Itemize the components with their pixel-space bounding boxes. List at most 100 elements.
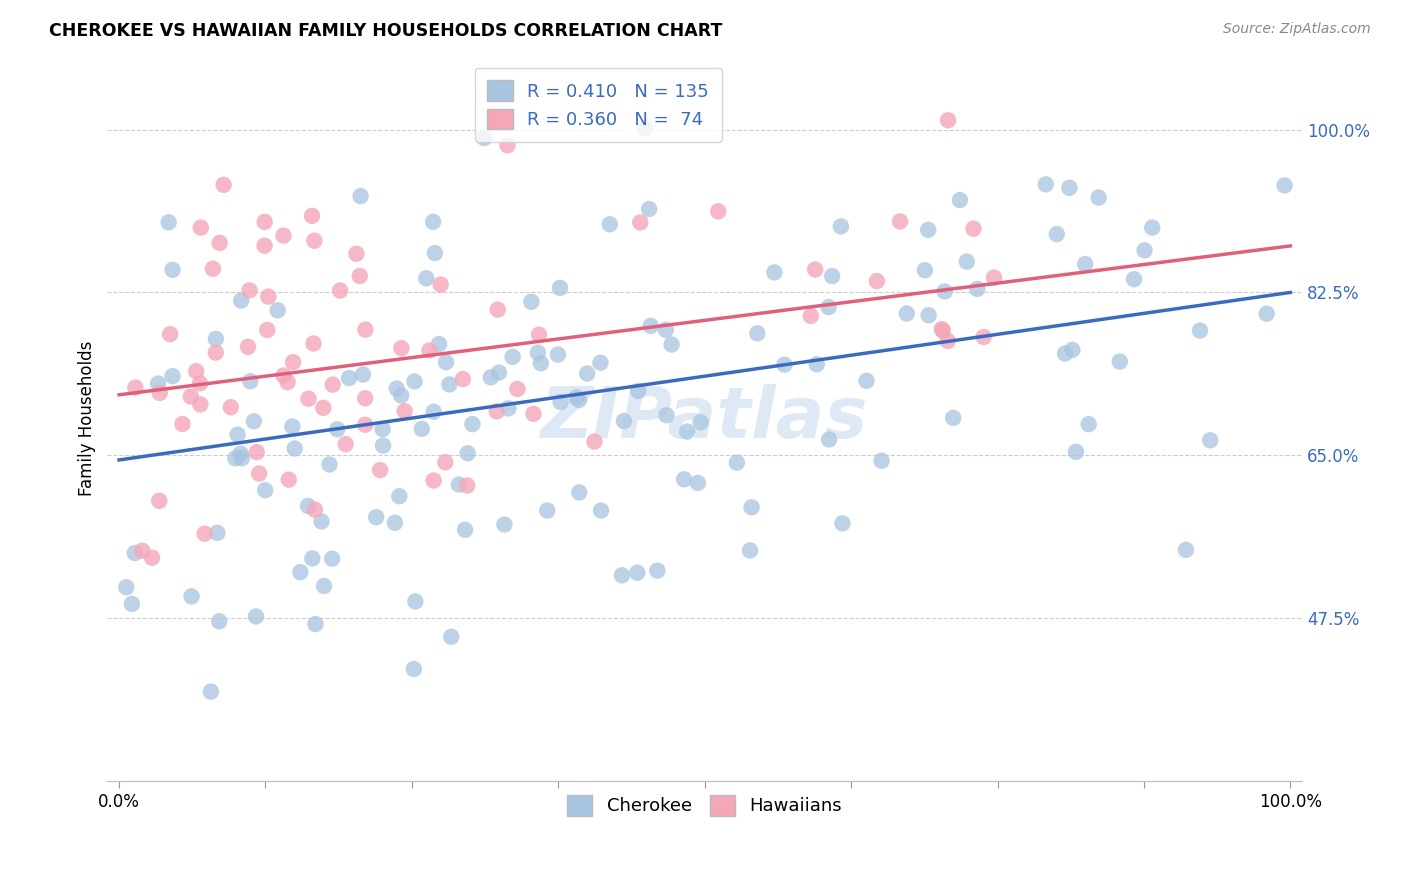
- Point: [304, 502, 326, 516]
- Point: [1074, 257, 1097, 271]
- Point: [522, 407, 544, 421]
- Point: [312, 579, 335, 593]
- Point: [304, 617, 326, 632]
- Point: [384, 516, 406, 530]
- Point: [297, 392, 319, 406]
- Point: [506, 382, 529, 396]
- Legend: Cherokee, Hawaiians: Cherokee, Hawaiians: [557, 784, 853, 826]
- Point: [205, 332, 228, 346]
- Point: [148, 493, 170, 508]
- Point: [243, 414, 266, 428]
- Point: [207, 525, 229, 540]
- Point: [354, 417, 377, 432]
- Point: [502, 350, 524, 364]
- Point: [707, 204, 730, 219]
- Point: [326, 422, 349, 436]
- Point: [385, 382, 408, 396]
- Point: [301, 551, 323, 566]
- Point: [576, 367, 599, 381]
- Point: [131, 543, 153, 558]
- Point: [456, 478, 478, 492]
- Point: [613, 414, 636, 428]
- Point: [115, 580, 138, 594]
- Point: [1059, 181, 1081, 195]
- Point: [1087, 190, 1109, 204]
- Point: [284, 442, 307, 456]
- Point: [655, 323, 678, 337]
- Point: [485, 404, 508, 418]
- Point: [422, 474, 444, 488]
- Point: [831, 516, 853, 531]
- Point: [277, 375, 299, 389]
- Point: [962, 221, 984, 235]
- Point: [162, 369, 184, 384]
- Point: [159, 327, 181, 342]
- Point: [201, 261, 224, 276]
- Point: [454, 523, 477, 537]
- Point: [200, 684, 222, 698]
- Point: [1064, 444, 1087, 458]
- Point: [389, 388, 412, 402]
- Point: [224, 451, 246, 466]
- Text: ZIPatlas: ZIPatlas: [541, 384, 869, 452]
- Point: [281, 419, 304, 434]
- Point: [451, 372, 474, 386]
- Point: [257, 290, 280, 304]
- Point: [936, 113, 959, 128]
- Point: [219, 401, 242, 415]
- Point: [520, 294, 543, 309]
- Point: [547, 347, 569, 361]
- Point: [689, 415, 711, 429]
- Point: [589, 356, 612, 370]
- Point: [583, 434, 606, 449]
- Point: [1046, 227, 1069, 241]
- Point: [447, 477, 470, 491]
- Point: [427, 337, 450, 351]
- Point: [422, 405, 444, 419]
- Point: [1199, 434, 1222, 448]
- Point: [1274, 178, 1296, 193]
- Point: [352, 368, 374, 382]
- Point: [686, 475, 709, 490]
- Point: [194, 526, 217, 541]
- Point: [949, 193, 972, 207]
- Point: [337, 371, 360, 385]
- Point: [917, 223, 939, 237]
- Text: CHEROKEE VS HAWAIIAN FAMILY HOUSEHOLDS CORRELATION CHART: CHEROKEE VS HAWAIIAN FAMILY HOUSEHOLDS C…: [49, 22, 723, 40]
- Point: [628, 215, 651, 229]
- Point: [402, 662, 425, 676]
- Point: [830, 219, 852, 234]
- Point: [208, 615, 231, 629]
- Point: [1054, 346, 1077, 360]
- Point: [472, 131, 495, 145]
- Point: [389, 341, 412, 355]
- Point: [434, 455, 457, 469]
- Point: [124, 546, 146, 560]
- Point: [1108, 354, 1130, 368]
- Point: [676, 425, 699, 439]
- Point: [368, 463, 391, 477]
- Point: [429, 277, 451, 292]
- Point: [246, 445, 269, 459]
- Point: [440, 630, 463, 644]
- Point: [277, 473, 299, 487]
- Point: [633, 121, 655, 136]
- Point: [530, 356, 553, 370]
- Point: [627, 384, 650, 398]
- Point: [388, 489, 411, 503]
- Point: [1133, 244, 1156, 258]
- Point: [1142, 220, 1164, 235]
- Point: [804, 262, 827, 277]
- Point: [146, 376, 169, 391]
- Point: [297, 499, 319, 513]
- Point: [673, 472, 696, 486]
- Point: [415, 271, 437, 285]
- Point: [404, 594, 426, 608]
- Point: [626, 566, 648, 580]
- Point: [647, 564, 669, 578]
- Point: [942, 410, 965, 425]
- Point: [496, 138, 519, 153]
- Point: [550, 395, 572, 409]
- Point: [124, 381, 146, 395]
- Point: [411, 422, 433, 436]
